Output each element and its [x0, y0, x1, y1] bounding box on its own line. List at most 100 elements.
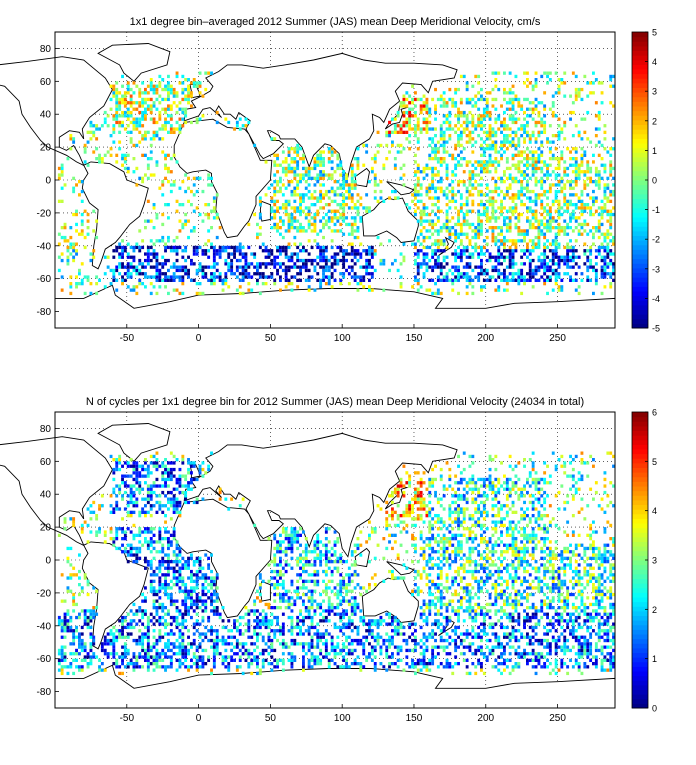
- data-cell: [262, 272, 265, 275]
- data-cell: [581, 272, 584, 275]
- data-cell: [121, 124, 124, 127]
- data-cell: [95, 514, 98, 517]
- data-cell: [374, 157, 377, 160]
- data-cell: [535, 81, 538, 84]
- data-cell: [184, 619, 187, 622]
- data-cell: [61, 164, 64, 167]
- data-cell: [489, 216, 492, 219]
- data-cell: [503, 246, 506, 249]
- data-cell: [604, 187, 607, 190]
- data-cell: [170, 91, 173, 94]
- data-cell: [115, 494, 118, 497]
- data-cell: [474, 104, 477, 107]
- data-cell: [167, 540, 170, 543]
- data-cell: [339, 173, 342, 176]
- data-cell: [199, 606, 202, 609]
- data-cell: [150, 111, 153, 114]
- data-cell: [460, 137, 463, 140]
- data-cell: [558, 78, 561, 81]
- data-cell: [377, 144, 380, 147]
- data-cell: [81, 586, 84, 589]
- data-cell: [95, 530, 98, 533]
- data-cell: [193, 246, 196, 249]
- data-cell: [408, 95, 411, 98]
- data-cell: [319, 157, 322, 160]
- data-cell: [90, 662, 93, 665]
- data-cell: [127, 252, 130, 255]
- data-cell: [380, 180, 383, 183]
- data-cell: [196, 501, 199, 504]
- data-cell: [196, 557, 199, 560]
- data-cell: [199, 266, 202, 269]
- data-cell: [400, 177, 403, 180]
- data-cell: [494, 266, 497, 269]
- data-cell: [414, 160, 417, 163]
- data-cell: [595, 101, 598, 104]
- data-cell: [546, 223, 549, 226]
- data-cell: [529, 190, 532, 193]
- data-cell: [480, 285, 483, 288]
- data-cell: [72, 213, 75, 216]
- data-cell: [581, 164, 584, 167]
- data-cell: [354, 157, 357, 160]
- data-cell: [112, 662, 115, 665]
- data-cell: [431, 173, 434, 176]
- data-cell: [196, 576, 199, 579]
- data-cell: [293, 187, 296, 190]
- data-cell: [150, 590, 153, 593]
- data-cell: [311, 196, 314, 199]
- data-cell: [84, 160, 87, 163]
- data-cell: [365, 269, 368, 272]
- data-cell: [466, 190, 469, 193]
- data-cell: [374, 160, 377, 163]
- data-cell: [428, 236, 431, 239]
- data-cell: [460, 275, 463, 278]
- data-cell: [566, 249, 569, 252]
- data-cell: [506, 134, 509, 137]
- data-cell: [423, 246, 426, 249]
- data-cell: [311, 167, 314, 170]
- data-cell: [296, 180, 299, 183]
- data-cell: [483, 167, 486, 170]
- data-cell: [540, 275, 543, 278]
- data-cell: [414, 252, 417, 255]
- data-cell: [457, 154, 460, 157]
- data-cell: [469, 173, 472, 176]
- data-cell: [512, 193, 515, 196]
- data-cell: [469, 243, 472, 246]
- data-cell: [460, 98, 463, 101]
- data-cell: [331, 285, 334, 288]
- data-cell: [90, 504, 93, 507]
- data-cell: [179, 481, 182, 484]
- data-cell: [598, 177, 601, 180]
- data-cell: [288, 266, 291, 269]
- colorbar-tick-label: -4: [652, 294, 660, 304]
- data-cell: [417, 177, 420, 180]
- data-cell: [526, 114, 529, 117]
- data-cell: [127, 114, 130, 117]
- data-cell: [342, 177, 345, 180]
- data-cell: [581, 160, 584, 163]
- data-cell: [112, 88, 115, 91]
- data-cell: [199, 269, 202, 272]
- data-cell: [336, 229, 339, 232]
- data-cell: [426, 108, 429, 111]
- data-cell: [127, 81, 130, 84]
- data-cell: [322, 236, 325, 239]
- data-cell: [181, 88, 184, 91]
- data-cell: [448, 220, 451, 223]
- data-cell: [224, 262, 227, 265]
- data-cell: [144, 530, 147, 533]
- data-cell: [158, 262, 161, 265]
- data-cell: [176, 259, 179, 262]
- y-tick-label: 60: [40, 77, 52, 88]
- data-cell: [563, 121, 566, 124]
- data-cell: [595, 127, 598, 130]
- data-cell: [334, 229, 337, 232]
- data-cell: [150, 81, 153, 84]
- data-cell: [184, 563, 187, 566]
- data-cell: [457, 108, 460, 111]
- data-cell: [202, 600, 205, 603]
- data-cell: [69, 652, 72, 655]
- data-cell: [101, 669, 104, 672]
